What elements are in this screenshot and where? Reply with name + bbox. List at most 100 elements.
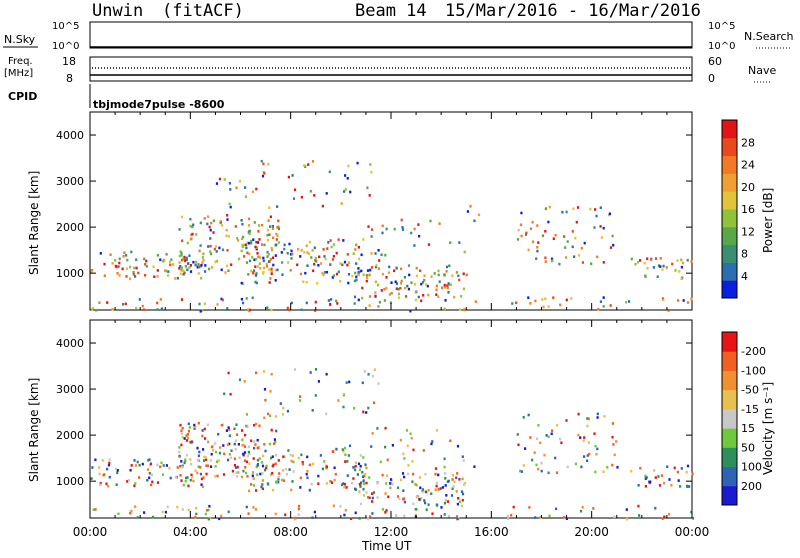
echo-cell <box>416 508 419 511</box>
echo-cell <box>245 246 248 250</box>
nsky-tick-low: 10^0 <box>52 41 79 52</box>
echo-cell <box>179 464 182 468</box>
echo-cell <box>183 437 186 440</box>
echo-cell <box>362 479 365 483</box>
echo-cell <box>401 226 404 229</box>
echo-cell <box>161 510 164 514</box>
echo-cell <box>195 512 198 516</box>
echo-cell <box>272 256 275 260</box>
echo-cell <box>359 464 362 468</box>
echo-cell <box>459 308 462 311</box>
echo-cell <box>529 302 532 305</box>
echo-cell <box>372 491 376 494</box>
echo-cell <box>259 266 262 270</box>
echo-cell <box>427 489 430 492</box>
echo-cell <box>184 259 187 263</box>
echo-cell <box>180 443 183 447</box>
echo-cell <box>404 286 407 290</box>
echo-cell <box>304 271 307 275</box>
echo-cell <box>311 516 314 519</box>
echo-cell <box>342 239 345 242</box>
echo-cell <box>167 274 170 277</box>
echo-cell <box>255 489 258 492</box>
echo-cell <box>590 262 593 265</box>
echo-cell <box>406 284 409 288</box>
echo-cell <box>372 401 376 405</box>
echo-cell <box>554 233 557 237</box>
echo-cell <box>349 190 352 194</box>
echo-cell <box>637 504 640 508</box>
echo-cell <box>369 163 372 166</box>
echo-cell <box>255 281 258 285</box>
echo-cell <box>179 474 182 477</box>
echo-cell <box>644 485 647 488</box>
echo-cell <box>241 243 244 247</box>
echo-cell <box>199 221 202 225</box>
echo-cell <box>506 514 509 518</box>
echo-cell <box>269 390 272 393</box>
echo-cell <box>606 466 609 469</box>
echo-cell <box>563 235 566 238</box>
echo-cell <box>447 479 450 483</box>
site-title: Unwin <box>92 1 143 21</box>
echo-cell <box>275 429 278 433</box>
echo-cell <box>178 254 181 258</box>
echo-cell <box>229 392 232 396</box>
echo-cell <box>390 281 393 284</box>
echo-cell <box>602 226 605 230</box>
echo-cell <box>156 254 159 257</box>
echo-cell <box>227 426 230 429</box>
echo-cell <box>244 466 247 469</box>
echo-cell <box>343 486 346 489</box>
echo-cell <box>365 273 368 277</box>
echo-cell <box>334 472 337 476</box>
echo-cell <box>183 461 186 465</box>
echo-cell <box>228 428 231 431</box>
echo-cell <box>305 472 308 476</box>
echo-cell <box>377 249 380 252</box>
echo-cell <box>187 436 190 440</box>
echo-cell <box>379 460 382 464</box>
echo-cell <box>271 488 275 492</box>
echo-cell <box>460 295 463 298</box>
echo-cell <box>355 243 358 247</box>
echo-cell <box>202 448 205 451</box>
echo-cell <box>214 442 217 445</box>
echo-cell <box>182 269 185 273</box>
echo-cell <box>673 466 676 470</box>
echo-cell <box>192 260 195 264</box>
echo-cell <box>198 450 201 454</box>
power-panel: 1000 2000 3000 4000 <box>56 111 693 313</box>
echo-cell <box>594 470 597 474</box>
echo-cell <box>268 260 271 263</box>
velocity-y-label: Slant Range [km] <box>27 378 41 482</box>
echo-cell <box>357 462 361 466</box>
echo-cell <box>185 476 188 480</box>
echo-cell <box>269 414 272 418</box>
echo-cell <box>462 287 465 291</box>
echo-cell <box>246 425 249 428</box>
echo-cell <box>92 508 95 511</box>
echo-cell <box>565 256 568 259</box>
echo-cell <box>125 267 129 270</box>
echo-cell <box>579 509 583 513</box>
y-tick-label: 4000 <box>56 337 84 350</box>
echo-cell <box>645 476 648 479</box>
echo-cell <box>657 475 660 478</box>
echo-cell <box>474 300 477 303</box>
freq-tick-low: 8 <box>66 72 73 85</box>
echo-cell <box>357 273 360 277</box>
echo-cell <box>565 298 568 302</box>
echo-cell <box>133 266 136 270</box>
echo-cell <box>437 269 440 273</box>
echo-cell <box>580 465 583 469</box>
echo-cell <box>362 273 365 277</box>
echo-cell <box>560 441 563 445</box>
echo-cell <box>352 252 355 255</box>
echo-cell <box>244 195 247 198</box>
echo-cell <box>443 465 446 469</box>
echo-cell <box>365 279 368 283</box>
echo-cell <box>359 454 362 457</box>
echo-cell <box>176 466 179 469</box>
echo-cell <box>587 441 590 444</box>
